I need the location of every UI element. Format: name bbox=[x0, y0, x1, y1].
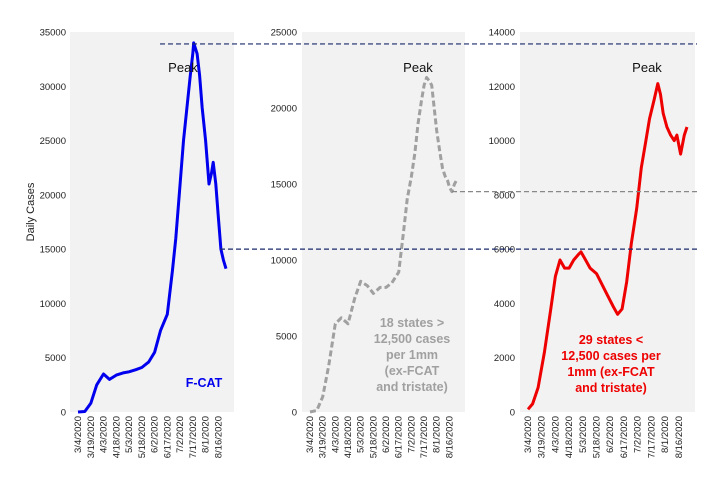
y-tick-label: 12000 bbox=[489, 82, 515, 93]
y-tick-label: 2000 bbox=[494, 353, 515, 364]
peak-label: Peak bbox=[632, 60, 662, 75]
x-tick-label: 3/19/2020 bbox=[537, 416, 548, 458]
x-tick-label: 3/19/2020 bbox=[86, 416, 97, 458]
panel-annotation: F-CAT bbox=[186, 376, 223, 390]
x-tick-label: 5/18/2020 bbox=[368, 416, 379, 458]
x-tick-label: 3/4/2020 bbox=[523, 416, 534, 453]
x-tick-label: 4/18/2020 bbox=[343, 416, 354, 458]
x-tick-label: 8/16/2020 bbox=[444, 416, 455, 458]
y-axis-label: Daily Cases bbox=[25, 182, 37, 241]
x-tick-label: 6/17/2020 bbox=[162, 416, 173, 458]
y-tick-label: 0 bbox=[510, 408, 515, 419]
y-tick-label: 0 bbox=[61, 408, 66, 419]
y-tick-label: 15000 bbox=[271, 180, 297, 191]
annotation-line: 12,500 cases bbox=[374, 332, 451, 346]
x-tick-label: 7/2/2020 bbox=[633, 416, 644, 453]
annotation-line: 18 states > bbox=[380, 316, 444, 330]
annotation-line: and tristate) bbox=[376, 380, 448, 394]
x-tick-label: 8/1/2020 bbox=[432, 416, 443, 453]
plot-background bbox=[520, 32, 695, 412]
x-tick-label: 5/18/2020 bbox=[137, 416, 148, 458]
x-tick-label: 8/1/2020 bbox=[660, 416, 671, 453]
x-tick-label: 5/18/2020 bbox=[592, 416, 603, 458]
y-tick-label: 8000 bbox=[494, 190, 515, 201]
peak-label: Peak bbox=[403, 60, 433, 75]
x-tick-label: 4/18/2020 bbox=[111, 416, 122, 458]
annotation-line: 29 states < bbox=[579, 333, 643, 347]
x-tick-label: 4/3/2020 bbox=[330, 416, 341, 453]
x-tick-label: 7/2/2020 bbox=[406, 416, 417, 453]
x-tick-label: 6/2/2020 bbox=[381, 416, 392, 453]
y-tick-label: 0 bbox=[292, 408, 297, 419]
y-tick-label: 25000 bbox=[271, 28, 297, 39]
x-tick-label: 8/16/2020 bbox=[213, 416, 224, 458]
x-tick-label: 3/19/2020 bbox=[318, 416, 329, 458]
x-tick-label: 5/3/2020 bbox=[356, 416, 367, 453]
annotation-line: per 1mm bbox=[386, 348, 438, 362]
x-tick-label: 3/4/2020 bbox=[73, 416, 84, 453]
series-line bbox=[77, 41, 228, 414]
y-tick-label: 10000 bbox=[40, 299, 66, 310]
x-tick-label: 6/17/2020 bbox=[394, 416, 405, 458]
panel-annotation: 29 states < 12,500 cases per 1mm (ex-FCAT a… bbox=[561, 333, 661, 395]
x-tick-label: 5/3/2020 bbox=[578, 416, 589, 453]
x-tick-label: 4/3/2020 bbox=[99, 416, 110, 453]
x-tick-label: 6/2/2020 bbox=[150, 416, 161, 453]
chart-panel-1: 0 5000 10000 15000 20000 25000 30000 35000 3/4/2… bbox=[25, 28, 234, 458]
y-tick-label: 5000 bbox=[45, 353, 66, 364]
x-tick-label: 8/1/2020 bbox=[201, 416, 212, 453]
x-tick-label: 8/16/2020 bbox=[674, 416, 685, 458]
x-tick-label: 4/18/2020 bbox=[564, 416, 575, 458]
peak-label: Peak bbox=[168, 60, 198, 75]
annotation-line: and tristate) bbox=[575, 381, 647, 395]
chart-panel-3: 0 2000 4000 6000 8000 10000 12000 14000 3/4/2020… bbox=[489, 28, 695, 458]
x-tick-label: 7/17/2020 bbox=[188, 416, 199, 458]
y-tick-label: 30000 bbox=[40, 82, 66, 93]
y-tick-label: 4000 bbox=[494, 299, 515, 310]
plot-background bbox=[70, 32, 234, 412]
chart-panel-2: 0 5000 10000 15000 20000 25000 3/4/2020 3/19/20… bbox=[271, 28, 465, 458]
y-tick-label: 10000 bbox=[489, 136, 515, 147]
annotation-line: F-CAT bbox=[186, 376, 223, 390]
x-tick-label: 4/3/2020 bbox=[550, 416, 561, 453]
panel-annotation: 18 states > 12,500 cases per 1mm (ex-FCAT an… bbox=[374, 316, 451, 394]
x-tick-label: 5/3/2020 bbox=[124, 416, 135, 453]
annotation-line: 12,500 cases per bbox=[561, 349, 661, 363]
y-tick-label: 6000 bbox=[494, 245, 515, 256]
y-tick-label: 5000 bbox=[276, 332, 297, 343]
annotation-line: (ex-FCAT bbox=[385, 364, 440, 378]
series-line bbox=[526, 82, 689, 411]
y-tick-label: 14000 bbox=[489, 28, 515, 39]
y-tick-label: 35000 bbox=[40, 28, 66, 39]
y-tick-label: 15000 bbox=[40, 245, 66, 256]
y-tick-label: 20000 bbox=[271, 104, 297, 115]
series-line bbox=[309, 76, 459, 414]
y-tick-label: 10000 bbox=[271, 256, 297, 267]
x-tick-label: 6/17/2020 bbox=[619, 416, 630, 458]
x-tick-label: 6/2/2020 bbox=[605, 416, 616, 453]
y-tick-label: 25000 bbox=[40, 136, 66, 147]
x-tick-label: 7/2/2020 bbox=[175, 416, 186, 453]
x-tick-label: 3/4/2020 bbox=[305, 416, 316, 453]
x-tick-label: 7/17/2020 bbox=[646, 416, 657, 458]
plot-background bbox=[302, 32, 465, 412]
y-tick-label: 20000 bbox=[40, 190, 66, 201]
x-tick-label: 7/17/2020 bbox=[419, 416, 430, 458]
annotation-line: 1mm (ex-FCAT bbox=[567, 365, 655, 379]
